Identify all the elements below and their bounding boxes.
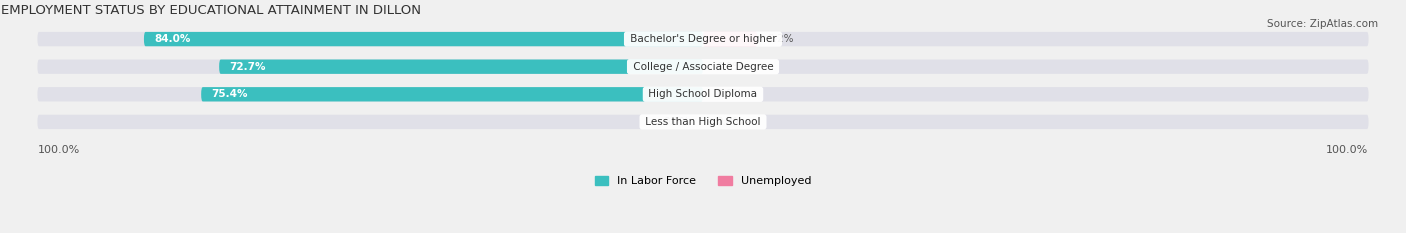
Text: Bachelor's Degree or higher: Bachelor's Degree or higher <box>627 34 779 44</box>
Text: 0.0%: 0.0% <box>716 117 742 127</box>
FancyBboxPatch shape <box>219 59 703 74</box>
Text: Less than High School: Less than High School <box>643 117 763 127</box>
Text: Source: ZipAtlas.com: Source: ZipAtlas.com <box>1267 19 1378 29</box>
Text: 8.2%: 8.2% <box>768 34 794 44</box>
Text: 100.0%: 100.0% <box>1326 145 1368 155</box>
FancyBboxPatch shape <box>703 32 758 46</box>
Legend: In Labor Force, Unemployed: In Labor Force, Unemployed <box>591 172 815 191</box>
Text: EMPLOYMENT STATUS BY EDUCATIONAL ATTAINMENT IN DILLON: EMPLOYMENT STATUS BY EDUCATIONAL ATTAINM… <box>1 4 422 17</box>
Text: 0.0%: 0.0% <box>716 89 742 99</box>
Text: 0.0%: 0.0% <box>716 62 742 72</box>
Text: College / Associate Degree: College / Associate Degree <box>630 62 776 72</box>
Text: 0.0%: 0.0% <box>664 117 690 127</box>
Text: 84.0%: 84.0% <box>153 34 190 44</box>
FancyBboxPatch shape <box>38 32 1368 46</box>
FancyBboxPatch shape <box>38 59 1368 74</box>
FancyBboxPatch shape <box>143 32 703 46</box>
Text: 75.4%: 75.4% <box>211 89 247 99</box>
Text: 72.7%: 72.7% <box>229 62 266 72</box>
Text: 100.0%: 100.0% <box>38 145 80 155</box>
Text: High School Diploma: High School Diploma <box>645 89 761 99</box>
FancyBboxPatch shape <box>38 115 1368 129</box>
FancyBboxPatch shape <box>38 87 1368 102</box>
FancyBboxPatch shape <box>201 87 703 102</box>
